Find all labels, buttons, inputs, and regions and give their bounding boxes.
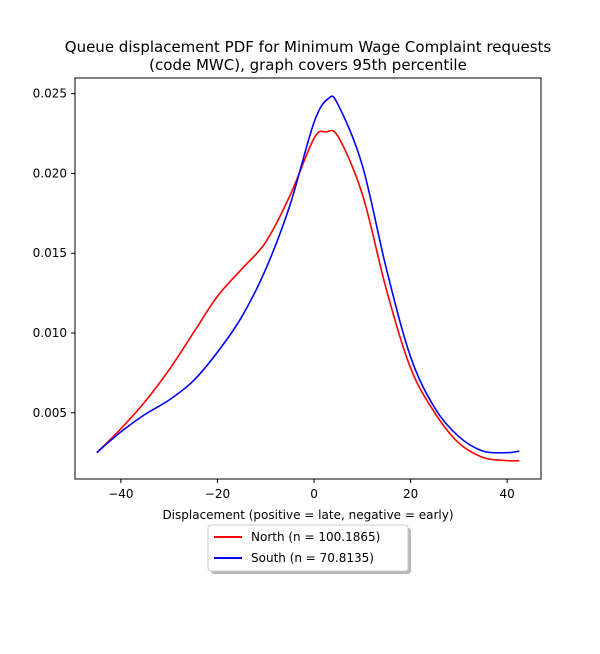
x-axis-ticks: −40 −20 0 20 40 — [108, 479, 515, 501]
legend-box — [207, 524, 409, 572]
series-line-south — [96, 95, 520, 454]
x-tick-label: −20 — [205, 487, 230, 501]
chart-title-line2: (code MWC), graph covers 95th percentile — [149, 56, 467, 74]
y-axis-ticks: 0.005 0.010 0.015 0.020 0.025 — [33, 87, 75, 420]
x-tick-label: 40 — [500, 487, 515, 501]
series-line-north — [96, 129, 520, 462]
legend-north-label: North (n = 100.1865) — [251, 530, 380, 544]
x-axis-label: Displacement (positive = late, negative … — [162, 508, 453, 522]
legend: North (n = 100.1865) South (n = 70.8135) — [207, 524, 411, 574]
x-tick-label: −40 — [108, 487, 133, 501]
x-tick-label: 0 — [310, 487, 318, 501]
y-tick-label: 0.005 — [33, 406, 67, 420]
y-tick-label: 0.025 — [33, 87, 67, 101]
legend-south-label: South (n = 70.8135) — [251, 551, 374, 565]
series-lines — [96, 95, 520, 462]
y-tick-label: 0.010 — [33, 326, 67, 340]
y-tick-label: 0.015 — [33, 246, 67, 260]
x-tick-label: 20 — [403, 487, 418, 501]
plot-area — [74, 77, 542, 480]
chart-title-line1: Queue displacement PDF for Minimum Wage … — [65, 38, 552, 56]
y-tick-label: 0.020 — [33, 166, 67, 180]
